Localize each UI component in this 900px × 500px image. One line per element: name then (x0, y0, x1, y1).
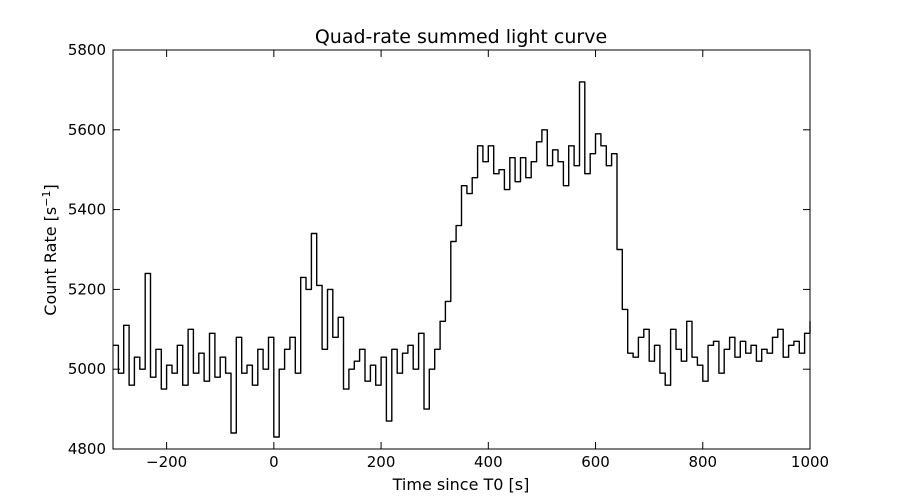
y-tick-label: 5400 (68, 201, 106, 219)
series-line-count-rate (113, 81, 811, 438)
y-axis-label-end: ] (41, 184, 60, 190)
y-axis-label-main: Count Rate [s (41, 207, 60, 316)
y-axis: 4800 5000 5200 5400 5600 5800 (68, 41, 810, 458)
chart-title: Quad-rate summed light curve (315, 26, 607, 48)
y-axis-label: Count Rate [s−1] (40, 184, 60, 315)
x-tick-label: 0 (269, 453, 279, 471)
x-tick-label: 400 (474, 453, 503, 471)
x-tick-label: 800 (688, 453, 717, 471)
plot-area (112, 49, 811, 450)
x-tick-label: −200 (146, 453, 187, 471)
x-tick-label: 1000 (791, 453, 829, 471)
x-tick-label: 200 (367, 453, 396, 471)
x-axis-label: Time since T0 [s] (392, 475, 530, 494)
y-axis-label-superscript: −1 (40, 191, 53, 207)
plot-frame (112, 49, 811, 450)
x-axis: −200 0 200 400 600 800 1000 (146, 50, 829, 471)
y-tick-label: 5800 (68, 41, 106, 59)
x-tick-label: 600 (581, 453, 610, 471)
y-tick-label: 5000 (68, 360, 106, 378)
y-tick-label: 4800 (68, 440, 106, 458)
y-tick-label: 5200 (68, 280, 106, 298)
y-tick-label: 5600 (68, 121, 106, 139)
